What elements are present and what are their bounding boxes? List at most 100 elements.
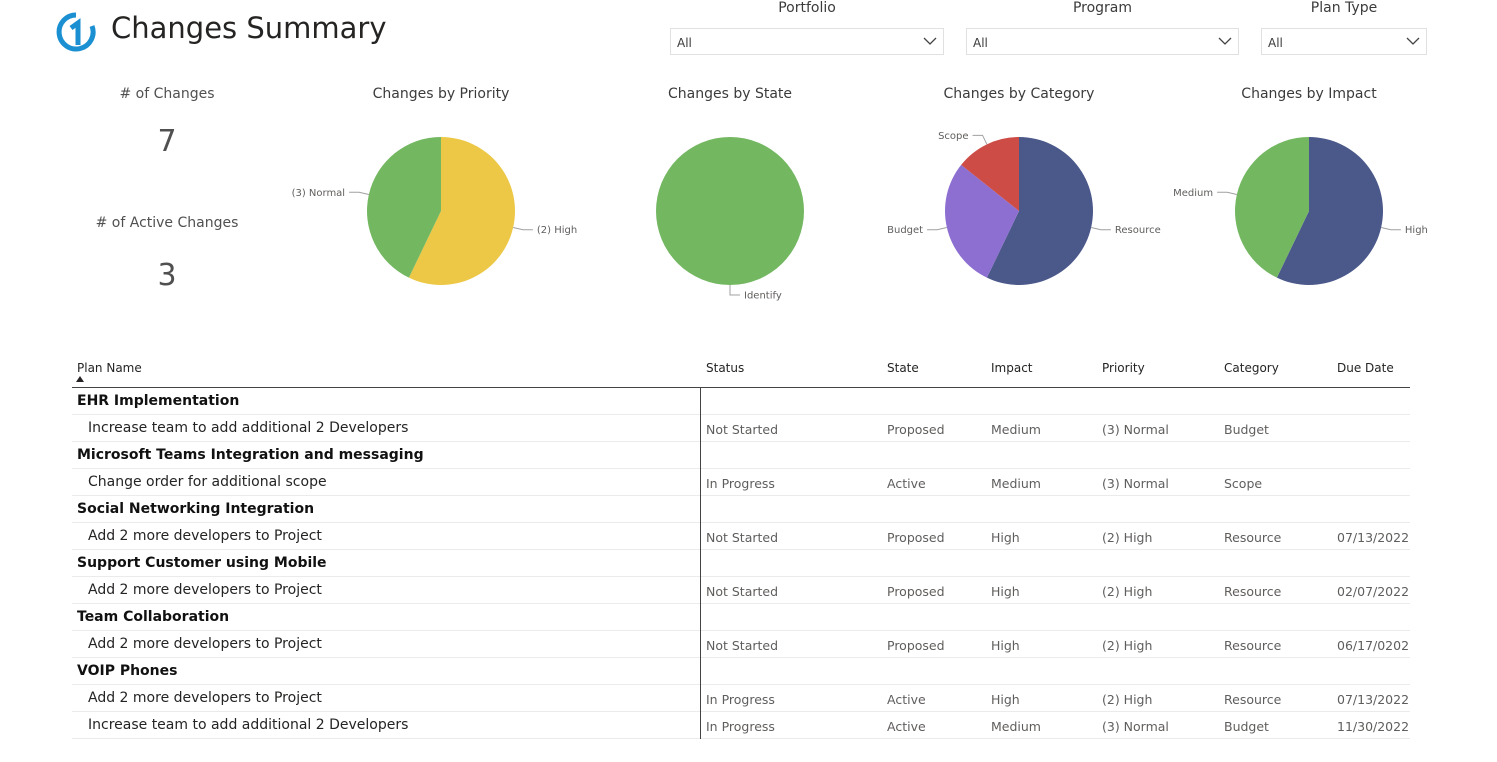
cell-impact: High: [991, 530, 1020, 545]
pie-leader-line: [1217, 191, 1237, 196]
cell-priority: (3) Normal: [1102, 476, 1169, 491]
cell-impact: High: [991, 638, 1020, 653]
table-group-row[interactable]: VOIP Phones: [72, 658, 1410, 685]
col-priority[interactable]: Priority: [1102, 361, 1145, 375]
table-row[interactable]: Add 2 more developers to Project In Progr…: [72, 685, 1410, 712]
cell-state: Proposed: [887, 638, 945, 653]
pie-label-2-2: Scope: [938, 131, 968, 142]
table-group-row[interactable]: Social Networking Integration: [72, 496, 1410, 523]
cell-category: Budget: [1224, 719, 1269, 734]
cell-status: Not Started: [706, 530, 779, 545]
column-divider: [700, 387, 701, 739]
page-title: Changes Summary: [111, 11, 387, 45]
group-plan-name: Social Networking Integration: [77, 501, 315, 517]
pie-slice-2-0[interactable]: [986, 137, 1093, 285]
col-due-date[interactable]: Due Date: [1337, 361, 1394, 375]
pie-label-3-0: High: [1405, 225, 1428, 236]
table-group-row[interactable]: Microsoft Teams Integration and messagin…: [72, 442, 1410, 469]
cell-change-name: Add 2 more developers to Project: [88, 528, 322, 544]
cell-category: Resource: [1224, 584, 1282, 599]
cell-priority: (3) Normal: [1102, 422, 1169, 437]
cell-due-date: 11/30/2022: [1337, 719, 1410, 734]
table-row[interactable]: Change order for additional scope In Prog…: [72, 469, 1410, 496]
pie-slice-0-0[interactable]: [408, 137, 516, 285]
pie-label-0-0: (2) High: [537, 225, 577, 236]
pie-label-2-0: Resource: [1115, 225, 1161, 236]
cell-state: Proposed: [887, 422, 945, 437]
cell-due-date: 07/13/2022: [1337, 692, 1410, 707]
plan-type-dropdown[interactable]: All: [1261, 28, 1427, 55]
program-dropdown-value: All: [973, 36, 988, 50]
cell-change-name: Increase team to add additional 2 Develo…: [88, 717, 409, 733]
pie-leader-line: [349, 191, 369, 196]
table-row[interactable]: Increase team to add additional 2 Develo…: [72, 712, 1410, 739]
chevron-down-icon: [1218, 37, 1232, 45]
cell-change-name: Add 2 more developers to Project: [88, 582, 322, 598]
table-group-row[interactable]: Team Collaboration: [72, 604, 1410, 631]
col-impact[interactable]: Impact: [991, 361, 1033, 375]
pie-slice-1-0[interactable]: [656, 137, 804, 285]
cell-due-date: 07/13/2022: [1337, 530, 1410, 545]
pie-leader-line: [1091, 226, 1111, 231]
plan-type-slicer-label: Plan Type: [1310, 0, 1378, 16]
plan-type-dropdown-value: All: [1268, 36, 1283, 50]
cell-status: In Progress: [706, 719, 775, 734]
cell-priority: (2) High: [1102, 584, 1153, 599]
cell-due-date: 06/17/0202: [1337, 638, 1410, 653]
circle-one-logo-icon: [56, 12, 96, 52]
cell-priority: (2) High: [1102, 692, 1153, 707]
portfolio-slicer-label: Portfolio: [778, 0, 836, 16]
cell-impact: High: [991, 584, 1020, 599]
cell-impact: High: [991, 692, 1020, 707]
program-slicer-label: Program: [1072, 0, 1133, 16]
cell-category: Scope: [1224, 476, 1263, 491]
program-dropdown[interactable]: All: [966, 28, 1239, 55]
cell-change-name: Increase team to add additional 2 Develo…: [88, 420, 409, 436]
cell-state: Active: [887, 476, 926, 491]
cell-state: Active: [887, 692, 926, 707]
cell-impact: Medium: [991, 476, 1041, 491]
cell-status: Not Started: [706, 638, 779, 653]
cell-change-name: Add 2 more developers to Project: [88, 636, 322, 652]
table-row[interactable]: Add 2 more developers to Project Not Star…: [72, 577, 1410, 604]
pie-label-1-0: Identify: [744, 291, 782, 302]
table-row[interactable]: Add 2 more developers to Project Not Star…: [72, 523, 1410, 550]
changes-table: Plan Name Status State Impact Priority C…: [72, 356, 1410, 739]
group-plan-name: EHR Implementation: [77, 393, 240, 409]
col-plan-name[interactable]: Plan Name: [77, 361, 142, 375]
table-header: Plan Name Status State Impact Priority C…: [72, 356, 1410, 388]
pie-slice-2-1[interactable]: [945, 164, 1019, 278]
col-state[interactable]: State: [887, 361, 919, 375]
cell-status: In Progress: [706, 692, 775, 707]
priority-chart-title: Changes by Priority: [372, 86, 510, 102]
cell-state: Proposed: [887, 530, 945, 545]
pie-slice-2-2[interactable]: [961, 137, 1019, 211]
portfolio-dropdown-value: All: [677, 36, 692, 50]
col-category[interactable]: Category: [1224, 361, 1279, 375]
chevron-down-icon: [923, 37, 937, 45]
chevron-down-icon: [1406, 37, 1420, 45]
cell-priority: (2) High: [1102, 530, 1153, 545]
table-group-row[interactable]: Support Customer using Mobile: [72, 550, 1410, 577]
cell-category: Resource: [1224, 530, 1282, 545]
pie-leader-line: [1381, 226, 1401, 231]
table-row[interactable]: Increase team to add additional 2 Develo…: [72, 415, 1410, 442]
table-row[interactable]: Add 2 more developers to Project Not Star…: [72, 631, 1410, 658]
pie-slice-0-1[interactable]: [367, 137, 441, 278]
col-status[interactable]: Status: [706, 361, 745, 375]
cell-impact: Medium: [991, 719, 1041, 734]
cell-change-name: Add 2 more developers to Project: [88, 690, 322, 706]
cell-change-name: Change order for additional scope: [88, 474, 327, 490]
pie-slice-3-0[interactable]: [1276, 137, 1383, 285]
cell-category: Resource: [1224, 692, 1282, 707]
table-body: EHR Implementation Increase team to add a…: [72, 388, 1410, 739]
table-group-row[interactable]: EHR Implementation: [72, 388, 1410, 415]
cell-status: Not Started: [706, 584, 779, 599]
pie-leader-line: [927, 226, 947, 231]
portfolio-dropdown[interactable]: All: [670, 28, 944, 55]
pie-slice-3-1[interactable]: [1234, 137, 1309, 278]
pie-label-0-1: (3) Normal: [292, 188, 346, 199]
changes-count-value: 7: [157, 124, 177, 159]
group-plan-name: VOIP Phones: [77, 663, 178, 679]
cell-status: In Progress: [706, 476, 775, 491]
